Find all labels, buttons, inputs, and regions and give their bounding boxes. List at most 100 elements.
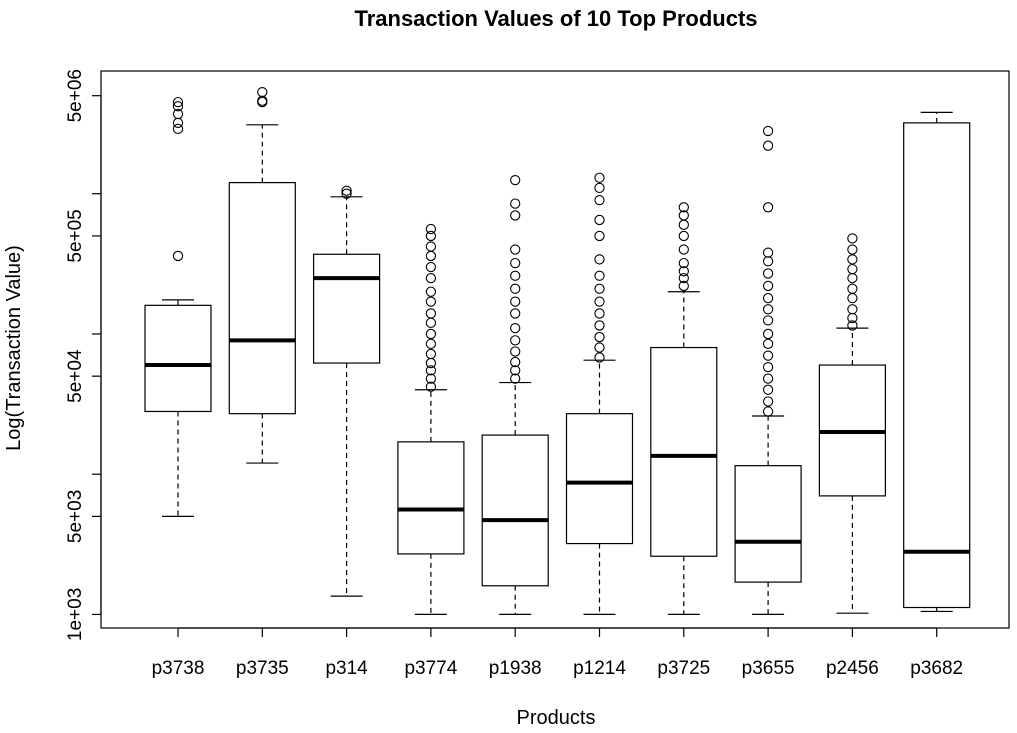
outlier-point (678, 210, 689, 221)
outlier-point (510, 296, 521, 307)
outlier-point (594, 342, 605, 353)
outlier-point (847, 283, 858, 294)
y-tick-label: 5e+06 (65, 69, 86, 122)
box-p3774 (397, 223, 465, 616)
outlier-point (510, 308, 521, 319)
x-axis-title: Products (517, 707, 596, 729)
outlier-point (847, 320, 858, 331)
outlier-point (762, 396, 774, 407)
outlier-point (425, 241, 437, 252)
outlier-point (425, 348, 437, 360)
iqr-box (734, 465, 802, 583)
outlier-point (510, 283, 521, 294)
y-tick-label: 1e+03 (65, 588, 86, 641)
x-tick-label: p3725 (657, 658, 710, 679)
box-p314 (313, 185, 381, 597)
outlier-point (425, 317, 437, 328)
outlier-point (257, 86, 268, 98)
outlier-point (762, 140, 774, 151)
iqr-box (313, 253, 381, 364)
x-tick-label: p3682 (910, 658, 963, 679)
outlier-point (762, 202, 774, 213)
outlier-point (847, 304, 858, 315)
iqr-box (481, 434, 549, 587)
outlier-point (425, 365, 437, 376)
outlier-point (678, 280, 689, 292)
outlier-point (762, 384, 774, 395)
outlier-point (594, 194, 605, 206)
iqr-box (903, 122, 971, 609)
outlier-point (594, 214, 605, 226)
outlier-point (762, 373, 774, 384)
outlier-point (594, 320, 605, 331)
x-tick-label: p3774 (404, 658, 457, 679)
y-tick-label: 5e+04 (65, 349, 86, 403)
iqr-box (144, 304, 212, 413)
box-p1938 (481, 174, 549, 616)
outlier-point (594, 230, 605, 242)
x-tick-label: p3655 (742, 658, 795, 679)
outlier-point (762, 304, 774, 315)
outlier-point (678, 219, 689, 230)
outlier-point (678, 257, 689, 269)
outlier-point (425, 286, 437, 297)
outlier-point (510, 365, 521, 376)
outlier-point (762, 292, 774, 304)
iqr-box (228, 182, 296, 415)
x-tick-label: p314 (325, 658, 368, 679)
outlier-point (594, 308, 605, 319)
outlier-point (341, 188, 352, 199)
outlier-point (172, 108, 184, 120)
box-p3725 (650, 202, 718, 616)
outlier-point (510, 270, 521, 281)
outlier-point (762, 268, 774, 279)
outlier-point (172, 96, 184, 108)
outlier-point (762, 338, 774, 349)
outlier-point (510, 335, 521, 346)
outlier-point (172, 117, 184, 129)
outlier-point (425, 296, 437, 307)
box-p1214 (565, 172, 634, 616)
outlier-point (762, 361, 774, 373)
outlier-point (510, 356, 521, 368)
outlier-point (172, 123, 184, 135)
outlier-point (425, 261, 437, 273)
outlier-point (510, 257, 521, 269)
y-axis-title: Log(Transaction Value) (3, 245, 25, 451)
outlier-point (847, 263, 858, 275)
outlier-point (678, 202, 689, 213)
outlier-point (678, 266, 689, 277)
outlier-point (425, 381, 437, 392)
outlier-point (425, 272, 437, 284)
outlier-point (425, 328, 437, 340)
outlier-point (762, 315, 774, 326)
box-p3655 (734, 125, 802, 616)
outlier-point (762, 406, 774, 417)
box-p3735 (228, 86, 296, 464)
x-tick-label: p2456 (826, 658, 879, 679)
outlier-point (425, 250, 437, 262)
outlier-point (172, 101, 184, 112)
iqr-box (397, 441, 465, 555)
outlier-point (594, 182, 605, 194)
chart-title: Transaction Values of 10 Top Products (354, 6, 757, 31)
y-tick-label: 5e+05 (65, 209, 86, 262)
outlier-point (847, 233, 858, 244)
box-p2456 (818, 233, 887, 614)
outlier-point (594, 254, 605, 265)
outlier-point (847, 272, 858, 284)
outlier-point (762, 125, 774, 137)
outlier-point (678, 272, 689, 284)
box-p3738 (144, 96, 212, 517)
outlier-point (594, 331, 605, 343)
x-tick-label: p1938 (489, 658, 542, 679)
x-axis: p3738 p3735 p314 p3774 p1938 p1214 p3725 p3655 p… (152, 627, 963, 679)
outlier-point (762, 350, 774, 361)
outlier-point (425, 308, 437, 319)
outlier-point (510, 198, 521, 209)
outlier-point (510, 346, 521, 357)
outlier-point (510, 174, 521, 186)
outlier-point (762, 247, 774, 258)
outlier-point (172, 250, 184, 262)
outlier-point (510, 210, 521, 221)
